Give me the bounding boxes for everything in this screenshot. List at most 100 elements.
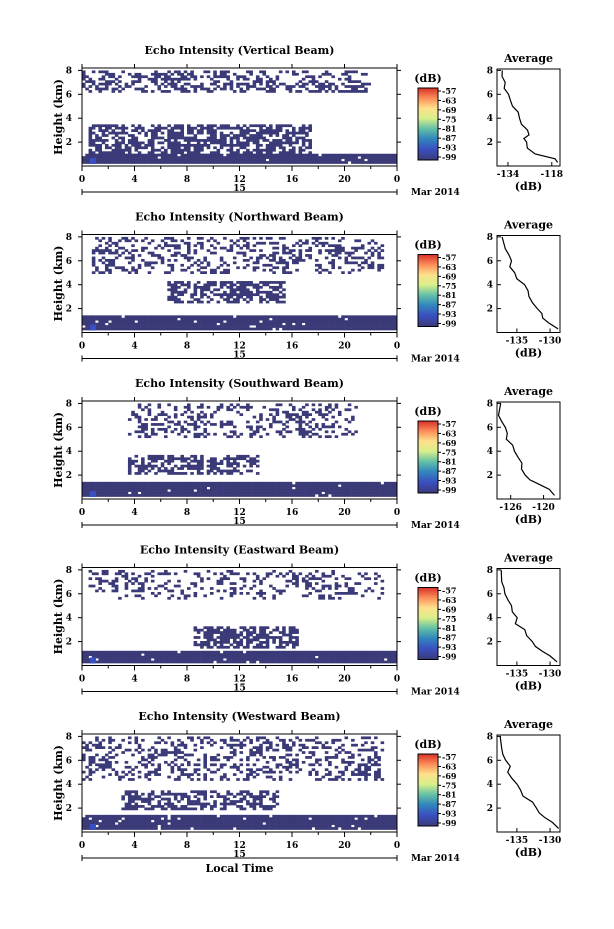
echo-cell [334, 315, 339, 319]
echo-cell [170, 295, 175, 299]
echo-cell [278, 161, 283, 164]
echo-cell [216, 293, 221, 297]
echo-cell [295, 486, 299, 490]
echo-cell [314, 315, 319, 319]
echo-cells [82, 70, 398, 164]
echo-cell [285, 658, 290, 661]
echo-cell [380, 325, 385, 328]
echo-cell [104, 489, 109, 492]
echo-cell [282, 246, 286, 250]
echo-cell [187, 322, 191, 326]
echo-cell [341, 486, 345, 490]
echo-cell [170, 143, 175, 147]
echo-cell [95, 819, 99, 823]
echo-cell [282, 146, 286, 150]
echo-cell [219, 139, 224, 142]
echo-cell [118, 491, 122, 495]
echo-cell [223, 322, 227, 326]
echo-cell [347, 327, 352, 331]
echo-cell [236, 134, 240, 137]
echo-cell [150, 464, 155, 468]
echo-cell [91, 489, 96, 492]
echo-cell [219, 315, 224, 319]
echo-cell [285, 413, 290, 416]
echo-cell [282, 645, 286, 649]
echo-cell [164, 126, 168, 130]
echo-cell [206, 124, 211, 128]
average-y-tick-label: 4 [487, 447, 493, 457]
echo-cell [232, 641, 237, 644]
echo-cell [249, 653, 253, 656]
echo-cell [131, 589, 135, 593]
echo-cell [367, 317, 372, 321]
echo-cell [318, 596, 322, 600]
echo-cell [177, 246, 181, 250]
echo-cell [288, 141, 293, 145]
echo-cell [173, 288, 178, 292]
echo-cell [121, 317, 125, 321]
echo-cell [285, 161, 290, 164]
echo-cell [98, 124, 102, 128]
echo-cell [305, 415, 309, 419]
echo-cell [265, 626, 270, 630]
echo-cell [311, 491, 316, 495]
echo-cell [216, 589, 221, 593]
echo-cell [232, 660, 237, 664]
echo-cell [200, 300, 204, 304]
echo-cell [167, 259, 171, 262]
echo-cell [121, 161, 125, 164]
echo-cell [344, 261, 349, 265]
echo-cell [311, 658, 316, 661]
echo-cell [229, 655, 234, 659]
echo-cell [180, 325, 185, 328]
echo-cell [203, 641, 207, 644]
echo-cell [331, 425, 335, 429]
echo-cell [298, 129, 303, 132]
echo-cell [164, 658, 168, 661]
echo-cell [282, 161, 286, 164]
echo-cell [111, 161, 116, 164]
echo-cell [265, 653, 270, 656]
echo-cell [150, 827, 155, 830]
echo-cell [314, 653, 319, 656]
echo-cell [357, 85, 362, 88]
echo-cell [292, 643, 296, 647]
echo-cell [91, 819, 96, 823]
echo-cell [347, 75, 352, 79]
echo-cell [193, 658, 198, 661]
echo-cell [213, 80, 217, 83]
echo-cell [111, 251, 116, 255]
echo-cell [223, 633, 227, 637]
echo-cell [308, 430, 312, 434]
echo-cell [144, 143, 148, 147]
echo-cell [160, 584, 165, 588]
echo-cell [150, 484, 155, 488]
echo-cell [390, 491, 395, 495]
echo-cell [104, 320, 109, 323]
echo-cell [242, 315, 247, 319]
echo-cell [203, 643, 207, 647]
echo-cell [301, 156, 306, 159]
echo-cell [219, 626, 224, 630]
echo-cell [193, 285, 198, 289]
echo-cell [137, 824, 142, 828]
echo-cell [275, 143, 280, 147]
echo-cell [232, 572, 237, 576]
echo-cell [265, 327, 270, 331]
echo-cell [383, 158, 388, 162]
echo-cell [255, 283, 260, 287]
echo-cell [255, 494, 260, 497]
echo-cell [318, 156, 322, 159]
echo-cell [236, 300, 240, 304]
echo-cell [337, 244, 342, 248]
echo-cell [232, 256, 237, 260]
echo-cell [111, 814, 116, 818]
echo-cell [272, 246, 276, 250]
echo-cell [170, 491, 175, 495]
echo-cell [282, 491, 286, 495]
echo-cell [226, 464, 230, 468]
echo-cell [334, 481, 339, 485]
echo-cell [246, 139, 250, 142]
echo-cell [236, 636, 240, 639]
echo-cell [193, 288, 198, 292]
